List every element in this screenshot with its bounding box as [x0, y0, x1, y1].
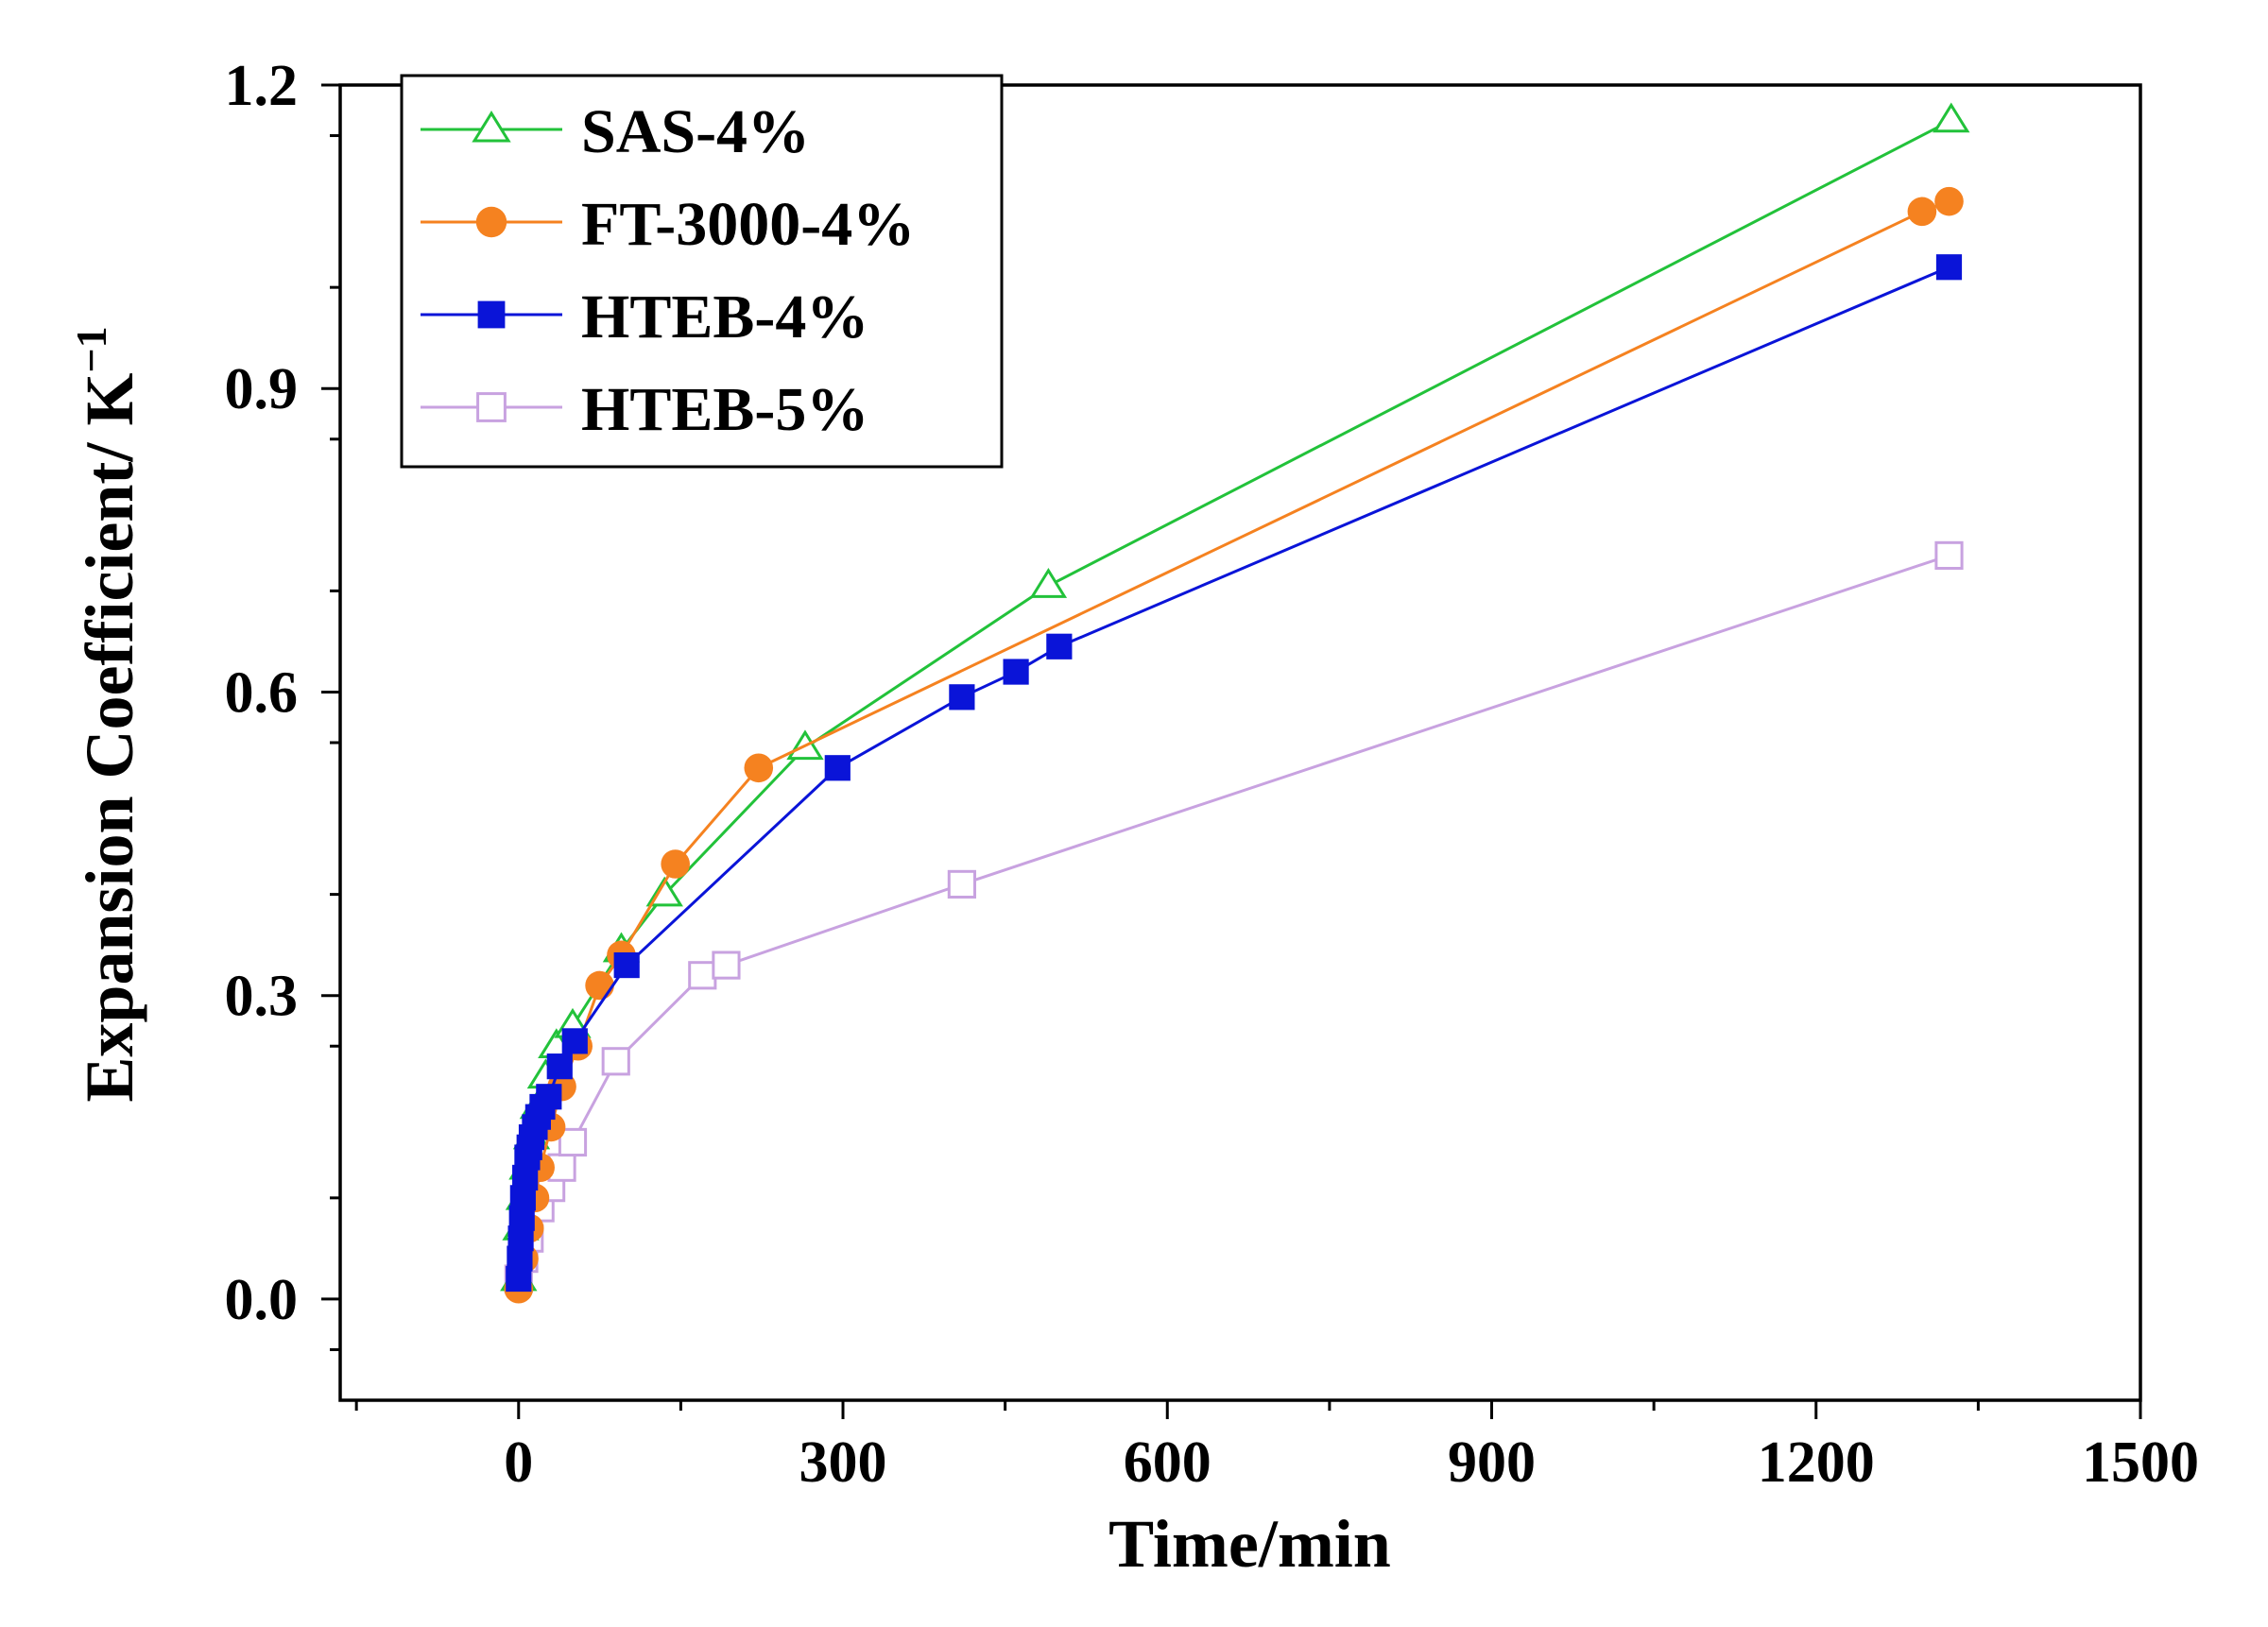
data-point	[546, 1053, 573, 1080]
data-point	[1907, 197, 1937, 227]
data-point	[585, 970, 614, 1001]
data-point	[561, 1028, 588, 1054]
series-line	[517, 554, 1950, 1279]
data-point	[477, 300, 506, 329]
data-point	[1933, 102, 1970, 133]
data-point	[712, 951, 741, 980]
data-point	[949, 684, 975, 711]
ticks-layer: 0 300 600 900 1200 1500 0.0 0.3 0.6 0.9 1.2	[225, 54, 2200, 1495]
data-point	[688, 961, 717, 990]
series-layer	[500, 102, 1970, 1304]
x-tick-label: 1200	[1758, 1430, 1875, 1495]
legend-label: FT-3000-4%	[581, 190, 915, 259]
data-point	[1934, 186, 1964, 216]
x-tick-label: 1500	[2082, 1430, 2199, 1495]
y-tick-label: 0.9	[225, 357, 299, 421]
x-tick-label: 300	[799, 1430, 887, 1495]
x-axis-title: Time/min	[1108, 1506, 1391, 1582]
legend-item-FT-3000-4%: FT-3000-4%	[421, 190, 915, 259]
data-point	[475, 206, 507, 238]
y-tick-label: 1.2	[225, 54, 299, 118]
legend-label: SAS-4%	[581, 97, 810, 166]
data-point	[947, 869, 976, 899]
data-point	[645, 876, 683, 907]
legend-item-HTEB-4%: HTEB-4%	[421, 283, 868, 351]
data-point	[472, 111, 511, 143]
y-tick-label: 0.6	[225, 660, 299, 725]
legend-item-SAS-4%: SAS-4%	[421, 97, 810, 166]
data-point	[1046, 633, 1073, 659]
y-tick-label: 0.3	[225, 965, 299, 1029]
data-point	[558, 1127, 588, 1157]
x-tick-label: 900	[1448, 1430, 1536, 1495]
data-point	[824, 755, 850, 781]
legend-item-HTEB-5%: HTEB-5%	[421, 375, 868, 444]
data-point	[536, 1084, 562, 1110]
y-axis-title: Expansion Coefficient/ K−1	[67, 326, 147, 1102]
data-point	[744, 753, 774, 783]
x-tick-label: 600	[1124, 1430, 1211, 1495]
data-point	[1003, 659, 1029, 685]
data-point	[601, 1047, 630, 1076]
x-tick-label: 0	[504, 1430, 533, 1495]
legend-label: HTEB-5%	[581, 375, 868, 444]
legend-label: HTEB-4%	[581, 283, 868, 351]
data-point	[613, 951, 640, 979]
y-tick-label: 0.0	[225, 1268, 299, 1332]
data-point	[476, 392, 507, 422]
data-point	[661, 849, 690, 879]
data-point	[1934, 540, 1964, 571]
y-axis-title-main: Expansion Coefficient/ K	[72, 373, 147, 1103]
series-HTEB-4%	[506, 254, 1963, 1293]
series-HTEB-5%	[504, 540, 1964, 1293]
data-point	[1029, 568, 1068, 598]
legend: SAS-4% FT-3000-4% HTEB-4% HTEB-5%	[400, 74, 1004, 469]
data-point	[1935, 254, 1963, 281]
y-axis-title-superscript: −1	[67, 326, 115, 372]
